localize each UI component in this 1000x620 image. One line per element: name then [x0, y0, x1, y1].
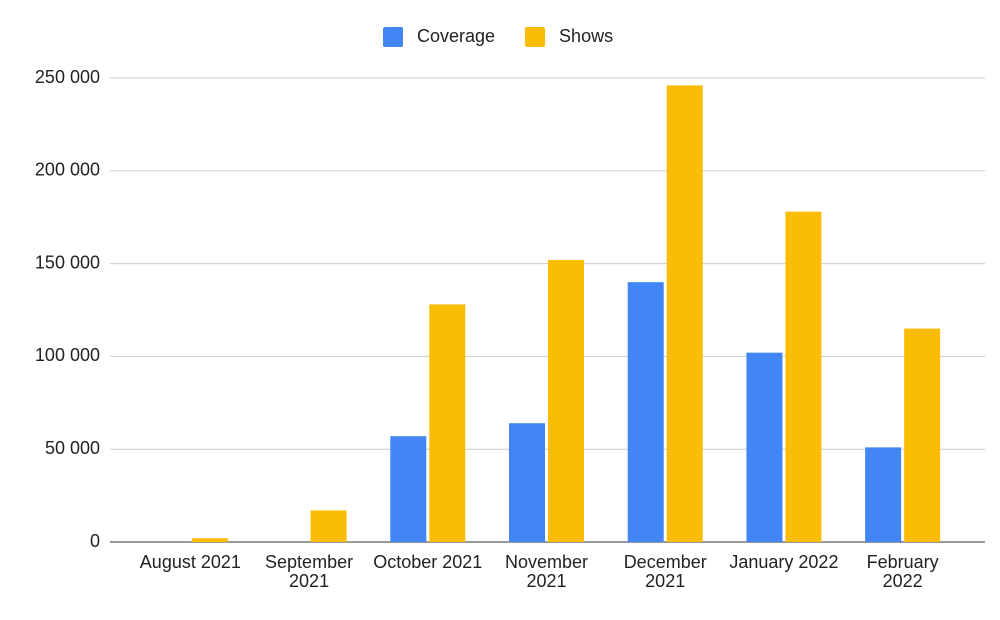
x-tick-label: October 2021: [373, 552, 483, 572]
legend-label: Shows: [559, 26, 613, 46]
bar: [191, 538, 228, 542]
bar: [429, 304, 466, 542]
legend-label: Coverage: [417, 26, 495, 46]
x-tick-label: August 2021: [139, 552, 241, 572]
y-tick-label: 50 000: [45, 438, 100, 458]
bar: [666, 85, 703, 542]
x-tick-label: December 2021: [623, 552, 707, 591]
bar: [785, 211, 822, 542]
bar: [390, 436, 427, 542]
bar: [865, 447, 902, 542]
bar: [548, 259, 584, 542]
y-tick-label: 250 000: [35, 67, 100, 87]
bar: [310, 510, 347, 542]
bar: [746, 352, 783, 542]
y-tick-label: 0: [90, 531, 100, 551]
y-tick-label: 200 000: [35, 160, 100, 180]
x-tick-label: January 2022: [729, 552, 839, 572]
x-tick-label: November 2021: [504, 552, 589, 591]
bar: [904, 328, 941, 542]
legend-swatch: [383, 27, 403, 47]
x-tick-label: September 2021: [265, 552, 354, 591]
y-tick-label: 150 000: [35, 252, 100, 272]
bar: [509, 423, 545, 542]
legend-swatch: [525, 27, 546, 47]
y-tick-label: 100 000: [35, 345, 100, 365]
bar: [627, 282, 664, 542]
x-tick-label: February 2022: [866, 552, 939, 591]
